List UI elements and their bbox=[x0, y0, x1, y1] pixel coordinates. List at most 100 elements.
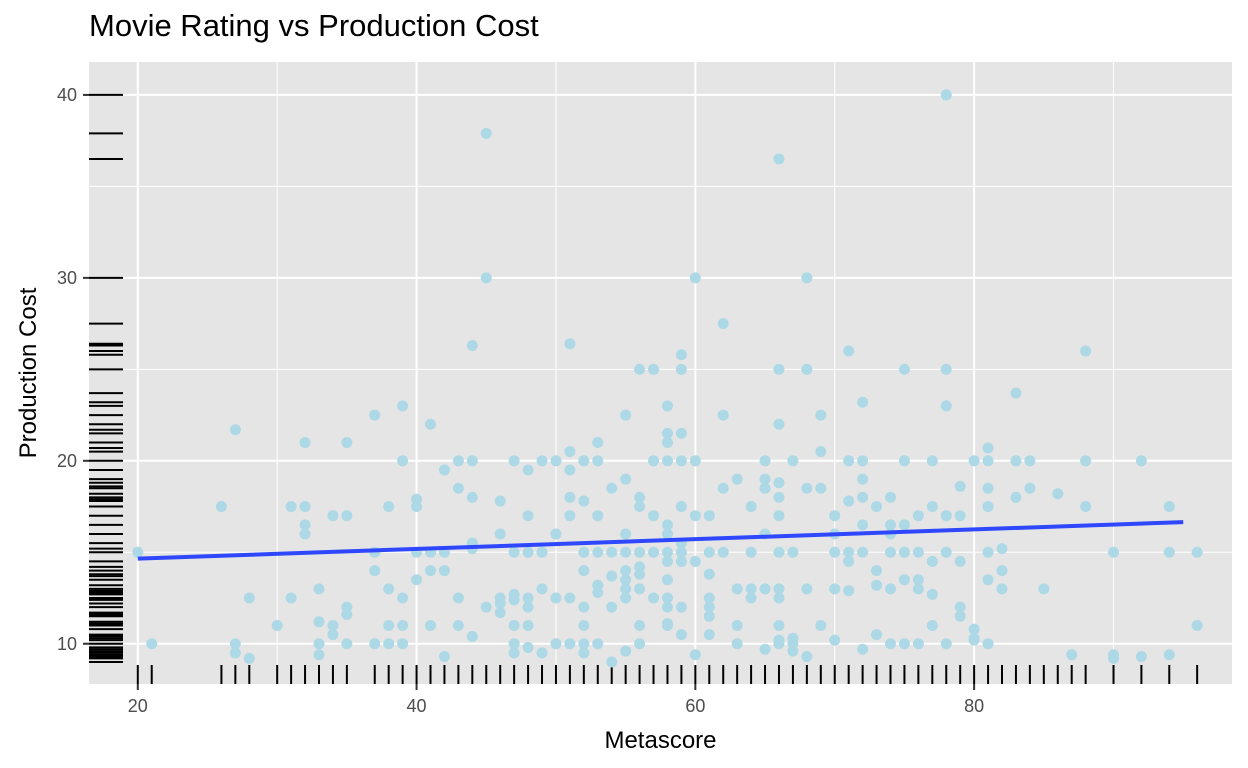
data-point bbox=[578, 546, 590, 558]
data-point bbox=[898, 638, 910, 650]
data-point bbox=[397, 592, 409, 604]
data-point bbox=[229, 638, 241, 650]
data-point bbox=[829, 634, 841, 646]
data-point bbox=[1135, 651, 1147, 663]
data-point bbox=[912, 638, 924, 650]
data-point bbox=[634, 363, 646, 375]
data-point bbox=[425, 619, 437, 631]
data-point bbox=[717, 482, 729, 494]
data-point bbox=[982, 482, 994, 494]
data-point bbox=[675, 363, 687, 375]
data-point bbox=[578, 619, 590, 631]
data-point bbox=[703, 592, 715, 604]
data-point bbox=[1038, 583, 1050, 595]
x-tick-label: 40 bbox=[407, 696, 427, 716]
data-point bbox=[926, 555, 938, 567]
data-point bbox=[341, 510, 353, 522]
data-point bbox=[661, 592, 673, 604]
trend-line bbox=[137, 520, 1184, 561]
data-point bbox=[480, 272, 492, 284]
data-point bbox=[857, 519, 869, 531]
data-point bbox=[341, 608, 353, 620]
data-point bbox=[703, 629, 715, 641]
data-point bbox=[522, 619, 534, 631]
data-point bbox=[620, 645, 632, 657]
data-point bbox=[1191, 546, 1203, 558]
data-point bbox=[1010, 455, 1022, 467]
data-point bbox=[564, 464, 576, 476]
data-point bbox=[578, 455, 590, 467]
data-point bbox=[606, 546, 618, 558]
data-point bbox=[592, 546, 604, 558]
data-point bbox=[313, 638, 325, 650]
data-point bbox=[369, 565, 381, 577]
data-point bbox=[884, 638, 896, 650]
data-point bbox=[620, 592, 632, 604]
data-point bbox=[564, 510, 576, 522]
data-point bbox=[452, 619, 464, 631]
data-point bbox=[703, 568, 715, 580]
data-point bbox=[299, 519, 311, 531]
data-point bbox=[508, 594, 520, 606]
data-point bbox=[661, 555, 673, 567]
data-point bbox=[815, 482, 827, 494]
data-point bbox=[843, 345, 855, 357]
data-point bbox=[634, 491, 646, 503]
data-point bbox=[898, 519, 910, 531]
data-point bbox=[745, 546, 757, 558]
data-point bbox=[661, 601, 673, 613]
data-point bbox=[1024, 455, 1036, 467]
data-point bbox=[815, 409, 827, 421]
data-point bbox=[1010, 387, 1022, 399]
data-point bbox=[759, 583, 771, 595]
data-point bbox=[522, 546, 534, 558]
chart-title: Movie Rating vs Production Cost bbox=[89, 8, 539, 43]
data-point bbox=[132, 546, 144, 558]
data-point bbox=[787, 645, 799, 657]
data-point bbox=[285, 592, 297, 604]
data-point bbox=[369, 638, 381, 650]
data-point bbox=[550, 528, 562, 540]
data-point bbox=[146, 638, 158, 650]
data-point bbox=[954, 610, 966, 622]
data-point bbox=[926, 619, 938, 631]
data-point bbox=[898, 574, 910, 586]
data-point bbox=[884, 546, 896, 558]
data-point bbox=[843, 546, 855, 558]
data-point bbox=[1108, 652, 1120, 664]
data-point bbox=[578, 647, 590, 659]
data-point bbox=[912, 574, 924, 586]
data-point bbox=[648, 510, 660, 522]
data-point bbox=[522, 464, 534, 476]
minor-gridlines bbox=[89, 62, 1232, 684]
data-point bbox=[773, 153, 785, 165]
data-point bbox=[564, 638, 576, 650]
x-tick-label: 60 bbox=[685, 696, 705, 716]
data-point bbox=[299, 528, 311, 540]
data-point bbox=[452, 455, 464, 467]
data-point bbox=[843, 455, 855, 467]
data-point bbox=[620, 528, 632, 540]
data-point bbox=[383, 638, 395, 650]
data-point bbox=[759, 455, 771, 467]
data-point bbox=[996, 583, 1008, 595]
data-point bbox=[759, 482, 771, 494]
data-point bbox=[675, 349, 687, 361]
data-point bbox=[1080, 501, 1092, 513]
data-point bbox=[801, 651, 813, 663]
data-point bbox=[466, 455, 478, 467]
data-point bbox=[648, 363, 660, 375]
data-point bbox=[703, 510, 715, 522]
data-point bbox=[857, 546, 869, 558]
data-point bbox=[745, 501, 757, 513]
data-point bbox=[954, 480, 966, 492]
data-point bbox=[215, 501, 227, 513]
data-point bbox=[508, 619, 520, 631]
data-point bbox=[466, 491, 478, 503]
data-point bbox=[397, 638, 409, 650]
data-point bbox=[634, 583, 646, 595]
data-point bbox=[466, 630, 478, 642]
data-point bbox=[801, 482, 813, 494]
data-point bbox=[982, 501, 994, 513]
data-point bbox=[689, 649, 701, 661]
